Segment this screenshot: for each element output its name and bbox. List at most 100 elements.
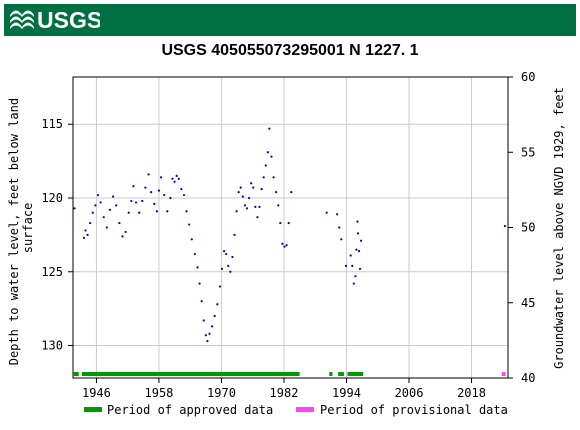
data-point	[157, 189, 161, 192]
data-point	[356, 232, 360, 235]
data-point	[121, 235, 124, 238]
data-point	[210, 325, 214, 328]
data-point	[115, 204, 118, 207]
data-point	[231, 255, 234, 259]
data-point	[336, 213, 339, 216]
data-point	[352, 282, 355, 285]
data-point	[73, 207, 76, 210]
data-point	[132, 185, 135, 188]
data-point	[180, 188, 183, 191]
left-y-tick-label: 130	[41, 339, 63, 353]
data-point	[89, 221, 92, 225]
data-point	[283, 245, 286, 248]
data-point	[272, 176, 275, 179]
left-axis-label-line1: Depth to water level, feet below land	[7, 98, 21, 365]
data-point	[218, 285, 222, 288]
left-axis-label: Depth to water level, feet below land su…	[7, 91, 35, 366]
data-point	[112, 195, 115, 198]
data-point	[202, 319, 205, 322]
data-point	[216, 303, 219, 306]
data-point	[182, 193, 186, 197]
right-y-tick-label: 45	[521, 296, 535, 310]
data-point	[175, 174, 178, 177]
data-point	[358, 267, 362, 270]
data-point	[91, 211, 94, 214]
provisional-period-bar	[501, 372, 506, 376]
data-point	[173, 180, 176, 183]
left-y-tick-label: 120	[41, 191, 63, 205]
data-point	[503, 224, 506, 228]
plot-frame	[72, 76, 509, 379]
approved-period-bar	[81, 372, 300, 376]
data-point	[198, 282, 201, 285]
data-point	[338, 226, 341, 229]
left-y-tick-label: 125	[41, 265, 63, 279]
data-point	[82, 236, 86, 239]
data-point	[239, 186, 242, 189]
data-point	[127, 211, 130, 214]
data-point	[279, 221, 282, 225]
chart-title: USGS 405055073295001 N 1227. 1	[161, 42, 419, 59]
data-point	[169, 196, 172, 200]
data-point	[206, 340, 209, 343]
data-point	[357, 250, 361, 253]
data-point	[245, 207, 249, 210]
legend-approved-label: Period of approved data	[107, 403, 273, 417]
data-point	[344, 264, 348, 267]
data-point	[86, 233, 89, 236]
data-point	[243, 204, 247, 207]
legend-provisional-label: Period of provisional data	[320, 403, 508, 417]
data-point	[118, 221, 121, 225]
data-point	[262, 176, 265, 179]
data-point	[134, 201, 138, 204]
data-periods	[73, 372, 506, 376]
legend-provisional-swatch	[296, 407, 314, 412]
x-tick-label: 1946	[82, 386, 111, 400]
data-point	[94, 204, 97, 207]
x-tick-label: 1982	[270, 386, 299, 400]
data-point	[349, 254, 352, 257]
data-point	[196, 266, 199, 269]
grid-lines	[73, 77, 508, 378]
data-point	[138, 211, 141, 214]
data-point	[171, 177, 174, 180]
usgs-brand-text: USGS	[37, 7, 100, 32]
legend: Period of approved data Period of provis…	[84, 403, 508, 417]
data-point	[99, 201, 102, 204]
data-point	[130, 199, 133, 203]
data-point	[163, 193, 166, 197]
data-point	[220, 267, 224, 270]
approved-period-bar	[73, 372, 79, 376]
data-point	[141, 199, 144, 203]
data-point	[254, 205, 257, 208]
data-point	[227, 264, 230, 267]
data-point	[105, 226, 108, 229]
data-point	[270, 155, 273, 158]
usgs-logo[interactable]: USGS	[8, 6, 100, 32]
data-point	[237, 190, 240, 194]
data-point	[155, 210, 158, 213]
data-point	[290, 190, 293, 194]
data-point	[213, 314, 216, 318]
data-point	[200, 300, 203, 303]
data-points	[73, 127, 506, 343]
data-point	[204, 334, 207, 337]
data-point	[285, 244, 288, 247]
x-tick-label: 1970	[207, 386, 236, 400]
data-point	[208, 332, 211, 335]
data-point	[166, 210, 169, 213]
data-point	[159, 176, 163, 179]
data-point	[124, 230, 127, 234]
data-point	[266, 151, 269, 154]
data-point	[258, 205, 261, 208]
approved-period-bar	[347, 372, 364, 376]
data-point	[340, 238, 343, 241]
data-point	[281, 242, 284, 245]
data-point	[277, 204, 280, 207]
data-point	[193, 252, 197, 256]
x-tick-label: 2006	[395, 386, 424, 400]
data-point	[185, 210, 188, 213]
legend-approved-swatch	[84, 407, 102, 412]
data-point	[325, 211, 328, 214]
